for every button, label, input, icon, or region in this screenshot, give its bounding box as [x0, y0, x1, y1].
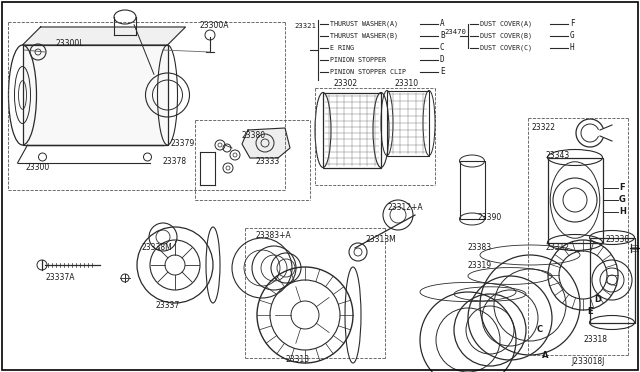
Text: 23313M: 23313M [365, 235, 396, 244]
Polygon shape [22, 27, 186, 45]
Text: 23302: 23302 [333, 80, 357, 89]
Text: C: C [440, 44, 445, 52]
Text: A: A [440, 19, 445, 29]
Text: 23390: 23390 [477, 214, 501, 222]
Text: DUST COVER(A): DUST COVER(A) [480, 21, 532, 27]
Text: J233018J: J233018J [572, 357, 605, 366]
Text: 23378: 23378 [163, 157, 187, 167]
Text: H: H [570, 44, 575, 52]
Text: 23322: 23322 [531, 124, 555, 132]
Text: A: A [541, 350, 548, 359]
Text: E: E [440, 67, 445, 77]
Text: F: F [620, 183, 625, 192]
Bar [22, 45, 168, 145]
Text: PINION STOPPER CLIP: PINION STOPPER CLIP [330, 69, 406, 75]
Text: DUST COVER(B): DUST COVER(B) [480, 33, 532, 39]
Text: E RING: E RING [330, 45, 354, 51]
Text: 23312: 23312 [546, 244, 570, 253]
Text: D: D [440, 55, 445, 64]
Text: 23383+A: 23383+A [255, 231, 291, 240]
Text: 23383: 23383 [468, 244, 492, 253]
Text: E: E [587, 308, 593, 317]
Text: 23318: 23318 [583, 336, 607, 344]
Bar [460, 161, 484, 219]
Text: 23337: 23337 [156, 301, 180, 310]
Text: 23380: 23380 [242, 131, 266, 140]
Text: B: B [440, 32, 445, 41]
Text: 23333: 23333 [255, 157, 279, 167]
Text: 23312+A: 23312+A [388, 202, 424, 212]
Text: 23337A: 23337A [45, 273, 75, 282]
Text: 23300L: 23300L [55, 38, 83, 48]
Text: 23379: 23379 [171, 138, 195, 148]
Bar [589, 237, 634, 323]
Text: PINION STOPPER: PINION STOPPER [330, 57, 386, 63]
Text: D: D [595, 295, 602, 305]
Text: G: G [619, 196, 626, 205]
Text: 23300: 23300 [26, 163, 50, 171]
Text: 23300A: 23300A [200, 20, 230, 29]
Text: 23321: 23321 [294, 23, 316, 29]
Polygon shape [242, 128, 290, 158]
Text: 23310: 23310 [395, 80, 419, 89]
Text: G: G [570, 32, 575, 41]
Text: 23343: 23343 [545, 151, 569, 160]
Text: F: F [570, 19, 575, 29]
Text: H: H [619, 208, 626, 217]
Text: DUST COVER(C): DUST COVER(C) [480, 45, 532, 51]
Text: C: C [537, 326, 543, 334]
Text: 23313: 23313 [286, 356, 310, 365]
Bar [547, 157, 602, 243]
Polygon shape [22, 45, 168, 145]
Text: 23338M: 23338M [141, 244, 172, 253]
Text: THURUST WASHER(B): THURUST WASHER(B) [330, 33, 398, 39]
Text: 23319: 23319 [468, 260, 492, 269]
Text: 23338: 23338 [606, 235, 630, 244]
Text: 23470: 23470 [444, 29, 466, 35]
Text: THURUST WASHER(A): THURUST WASHER(A) [330, 21, 398, 27]
Bar [323, 93, 381, 167]
Bar [387, 90, 429, 155]
